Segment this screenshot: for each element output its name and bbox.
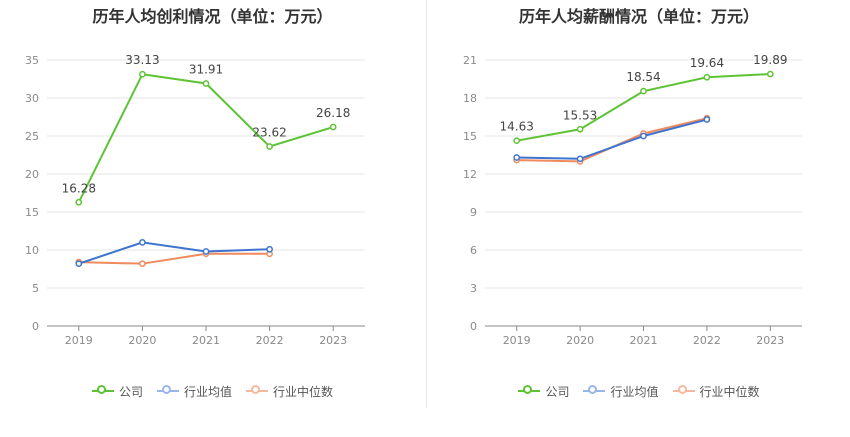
x-tick-label: 2021	[630, 334, 658, 347]
data-point-company	[766, 70, 774, 78]
chart-title: 历年人均薪酬情况（单位：万元）	[518, 7, 759, 26]
x-tick-label: 2020	[128, 334, 156, 347]
chart-legend: 公司 行业均值 行业中位数	[428, 380, 850, 402]
legend-swatch-industry-avg	[583, 384, 606, 398]
legend-swatch-industry-median	[672, 384, 695, 398]
data-point-company	[266, 143, 273, 150]
panel-divider	[426, 0, 427, 408]
legend-item-company[interactable]: 公司	[518, 383, 569, 400]
legend-label-industry-median: 行业中位数	[699, 384, 760, 399]
legend-item-industry-median[interactable]: 行业中位数	[246, 383, 333, 400]
y-tick-label: 30	[25, 92, 39, 105]
series-line-industry-median	[516, 117, 708, 163]
y-tick-label: 12	[463, 168, 477, 181]
y-tick-label: 3	[470, 282, 477, 295]
data-point-industry-median	[139, 260, 146, 268]
y-tick-label: 15	[25, 206, 39, 219]
y-tick-label: 6	[470, 244, 477, 257]
chart-legend: 公司 行业均值 行业中位数	[0, 380, 425, 402]
profit-per-capita-chart: 历年人均创利情况（单位：万元） 0 5 10 15 20 25 30 35 2019 2020 20…	[0, 7, 425, 402]
data-point-company	[576, 125, 584, 133]
data-point-company	[202, 80, 210, 87]
y-tick-label: 0	[470, 320, 477, 333]
y-tick-label: 15	[463, 130, 477, 143]
series-line-industry-median	[78, 252, 270, 265]
series-line-industry-avg	[78, 241, 270, 265]
legend-swatch-company	[91, 384, 114, 398]
data-point-company	[139, 70, 146, 78]
data-label: 15.53	[563, 108, 597, 122]
data-label: 23.62	[252, 125, 286, 139]
data-label: 19.64	[690, 56, 724, 70]
data-label: 16.28	[62, 181, 96, 195]
salary-per-capita-chart: 历年人均薪酬情况（单位：万元） 0 3 6 9 12 15 18 21 2019 2020 2021…	[428, 0, 850, 437]
y-tick-label: 25	[25, 130, 39, 143]
legend-item-industry-avg[interactable]: 行业均值	[583, 383, 659, 400]
salary-chart-plot: 0 3 6 9 12 15 18 21 2019 2020 2021 2022 2023 14.63 15.…	[463, 53, 802, 347]
data-point-industry-avg	[75, 260, 83, 268]
data-point-industry-avg	[266, 245, 273, 253]
x-tick-label: 2022	[693, 334, 721, 347]
data-label: 19.89	[753, 53, 787, 67]
y-tick-label: 35	[25, 54, 39, 67]
legend-item-company[interactable]: 公司	[91, 383, 143, 400]
y-tick-label: 9	[470, 206, 477, 219]
legend-label-industry-avg: 行业均值	[183, 384, 232, 399]
x-tick-label: 2020	[566, 334, 594, 347]
data-point-industry-avg	[202, 248, 210, 255]
legend-swatch-industry-avg	[156, 384, 179, 398]
data-point-industry-avg	[139, 239, 146, 246]
data-point-industry-avg	[703, 116, 711, 123]
legend-item-industry-avg[interactable]: 行业均值	[156, 383, 232, 400]
y-tick-label: 5	[32, 282, 39, 295]
data-point-company	[513, 137, 521, 145]
profit-chart-plot: 0 5 10 15 20 25 30 35 2019 2020 2021 2022 2023 16.28 3…	[25, 53, 365, 347]
y-tick-label: 10	[25, 244, 39, 257]
legend-label-industry-median: 行业中位数	[273, 384, 334, 399]
data-point-industry-avg	[640, 132, 647, 140]
x-tick-label: 2019	[65, 334, 93, 347]
x-tick-label: 2023	[756, 334, 784, 347]
data-label: 31.91	[189, 62, 223, 76]
x-tick-label: 2019	[503, 334, 531, 347]
data-point-industry-avg	[576, 155, 584, 163]
data-label: 18.54	[626, 70, 660, 84]
series-line-industry-avg	[516, 118, 708, 160]
data-point-company	[640, 87, 647, 95]
y-tick-label: 21	[463, 54, 477, 67]
x-tick-label: 2021	[192, 334, 220, 347]
data-point-company	[703, 73, 711, 81]
chart-title: 历年人均创利情况（单位：万元）	[92, 7, 333, 26]
y-tick-label: 18	[463, 92, 477, 105]
data-label: 33.13	[125, 53, 159, 67]
data-label: 26.18	[316, 106, 350, 120]
x-tick-label: 2023	[319, 334, 347, 347]
legend-label-industry-avg: 行业均值	[610, 384, 659, 399]
x-tick-label: 2022	[256, 334, 284, 347]
legend-swatch-industry-median	[246, 384, 268, 398]
y-tick-label: 0	[32, 320, 39, 333]
legend-label-company: 公司	[118, 384, 143, 399]
data-point-company	[329, 123, 337, 131]
y-tick-label: 20	[25, 168, 39, 181]
legend-label-company: 公司	[545, 384, 570, 399]
data-point-company	[75, 198, 83, 206]
data-point-industry-avg	[513, 154, 521, 161]
legend-item-industry-median[interactable]: 行业中位数	[672, 383, 760, 400]
series-line-company	[77, 73, 334, 203]
data-label: 14.63	[500, 120, 534, 134]
legend-swatch-company	[518, 384, 541, 398]
